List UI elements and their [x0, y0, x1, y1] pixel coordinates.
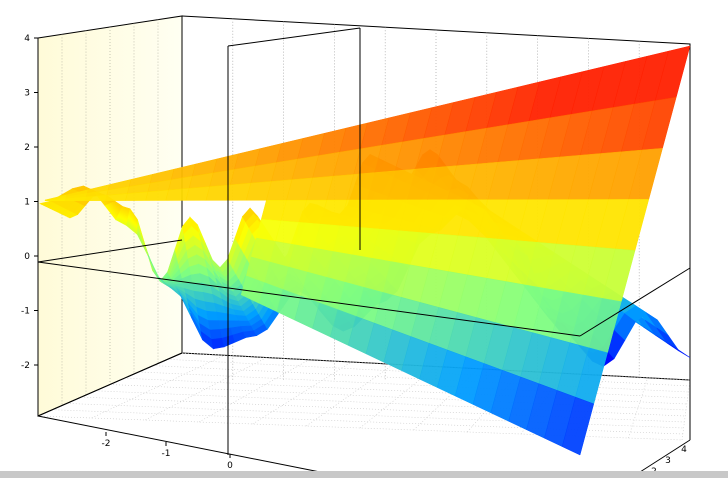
x-tick-label: -2 [102, 439, 111, 449]
box-frame [37, 27, 691, 473]
x-tick-label: 0 [227, 461, 233, 471]
z-tick-label: 2 [24, 143, 30, 153]
plane-patch [165, 188, 190, 201]
y-tick-label: 3 [665, 456, 671, 466]
floor-gridline [198, 359, 310, 423]
surface-patch [211, 337, 225, 350]
floor-gridline [91, 354, 225, 419]
z-tick-label: 3 [24, 89, 30, 99]
plane-patch [145, 189, 169, 201]
zero-line-right [579, 267, 691, 337]
floor-left-edge [37, 352, 183, 417]
plane-patch [185, 186, 210, 201]
floor-gridline [181, 352, 691, 381]
floor-gridline [681, 379, 691, 441]
floor-gridline [124, 377, 687, 405]
zero-line-front [37, 261, 581, 337]
front-top-edge [227, 27, 361, 47]
x-tick-label: -1 [162, 449, 171, 459]
plane-patch [561, 396, 595, 456]
z-tick-label: -1 [21, 307, 30, 317]
z-tick-label: 0 [24, 252, 30, 262]
surface-patch [656, 327, 680, 352]
floor-right-front-edge [639, 439, 691, 473]
surface-patch [667, 342, 691, 358]
z-tick-label: 1 [24, 198, 30, 208]
z-tick-label: 4 [24, 34, 30, 44]
zero-line-left [37, 239, 183, 263]
floor-front-edge [37, 415, 321, 473]
window-bottom-edge [0, 471, 728, 478]
surface [39, 45, 691, 456]
z-tick-label: -2 [21, 361, 30, 371]
y-tick-label: 4 [681, 445, 687, 455]
